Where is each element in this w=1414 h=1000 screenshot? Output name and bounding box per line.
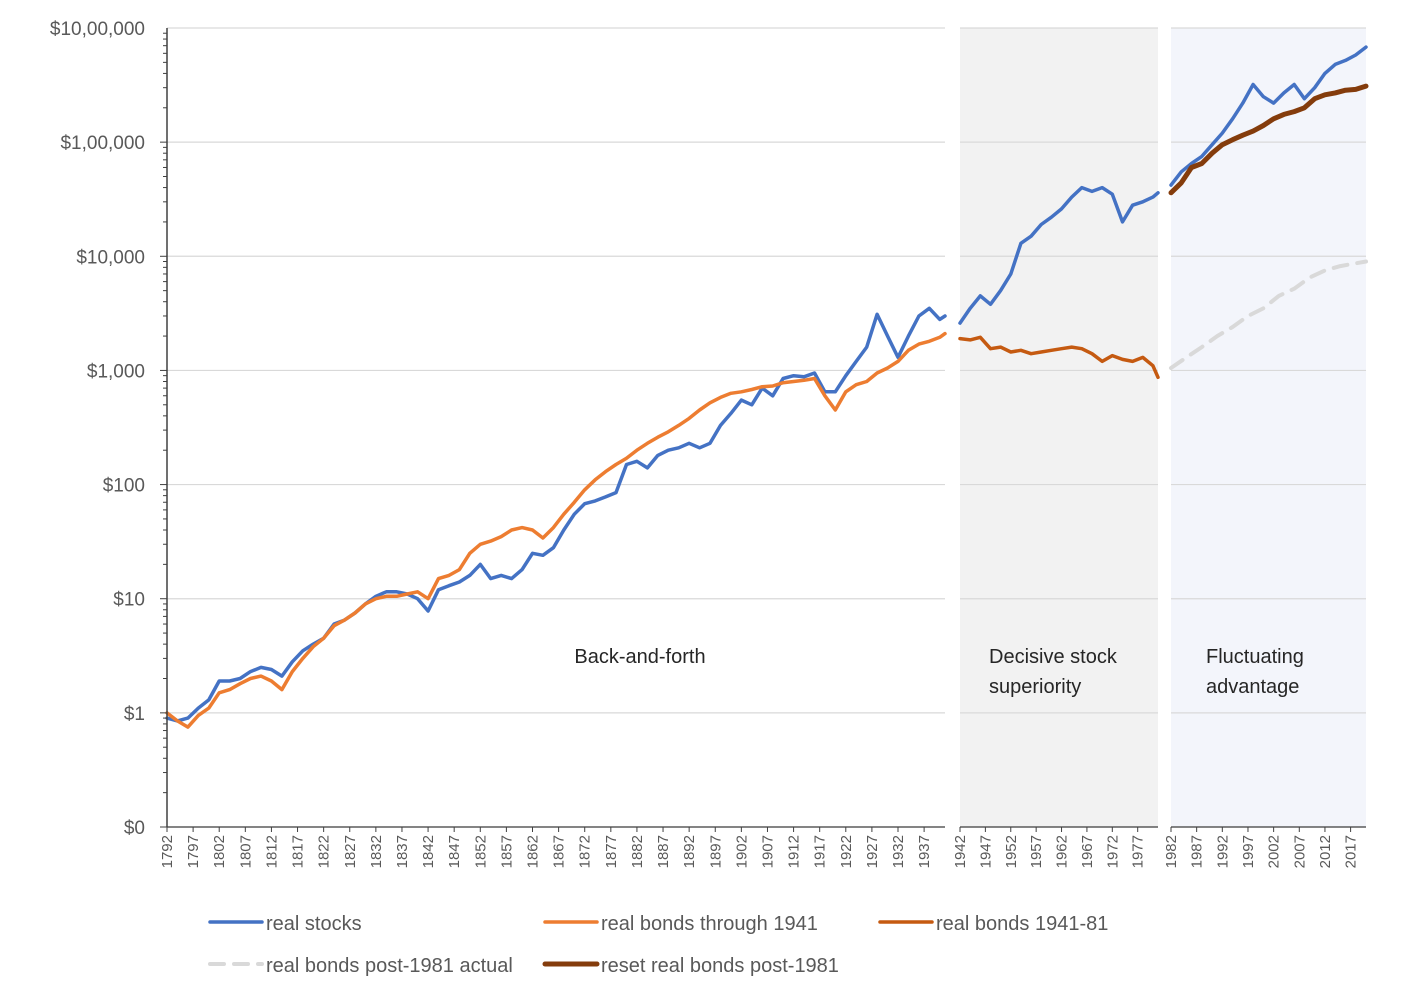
panel-background-3: [1171, 28, 1366, 827]
legend-label: real bonds through 1941: [601, 913, 818, 935]
x-tick-label: 1887: [655, 835, 672, 868]
x-tick-label: 1882: [629, 835, 646, 868]
x-tick-label: 1832: [368, 835, 385, 868]
series-line-2: [165, 331, 947, 729]
x-tick-label: 1972: [1104, 835, 1121, 868]
x-tick-label: 1862: [525, 835, 542, 868]
region-label-line: Back-and-forth: [574, 646, 705, 668]
series-line-3: [958, 335, 1160, 380]
legend: real stocks real bonds through 1941 real b…: [208, 913, 1108, 977]
region-label-1: Back-and-forth: [574, 646, 705, 668]
x-tick-label: 1872: [577, 835, 594, 868]
legend-label: real bonds post-1981 actual: [266, 955, 513, 977]
x-tick-label: 1947: [977, 835, 994, 868]
x-tick-label: 1797: [185, 835, 202, 868]
x-tick-label: 1892: [681, 835, 698, 868]
x-tick-label: 1927: [864, 835, 881, 868]
panel-background-2: [960, 28, 1158, 827]
series-line-1: [165, 306, 947, 723]
x-tick-label: 1977: [1130, 835, 1147, 868]
x-tick-label: 1842: [420, 835, 437, 868]
x-tick-label: 1867: [551, 835, 568, 868]
x-tick-label: 1817: [290, 835, 307, 868]
x-tick-label: 1982: [1163, 835, 1180, 868]
x-tick-label: 1912: [786, 835, 803, 868]
y-tick-label: $1,00,000: [60, 133, 145, 154]
x-tick-label: 1827: [342, 835, 359, 868]
region-labels: Back-and-forth Decisive stock superiority F…: [574, 646, 1303, 698]
x-tick-label: 2012: [1317, 835, 1334, 868]
y-tick-label: $0: [124, 818, 145, 839]
legend-label: real bonds 1941-81: [936, 913, 1108, 935]
y-tick-label: $10: [113, 590, 145, 611]
region-label-line: Fluctuating: [1206, 646, 1304, 668]
x-tick-label: 1792: [159, 835, 176, 868]
y-tick-label: $100: [103, 476, 145, 497]
series-lines: [165, 45, 1369, 729]
x-tick-label: 2007: [1291, 835, 1308, 868]
legend-label: real stocks: [266, 913, 362, 935]
x-tick-label: 1917: [812, 835, 829, 868]
legend-label: reset real bonds post-1981: [601, 955, 839, 977]
x-tick-label: 1897: [707, 835, 724, 868]
x-tick-label: 1992: [1214, 835, 1231, 868]
x-tick-label: 1907: [759, 835, 776, 868]
x-tick-label: 1902: [733, 835, 750, 868]
x-tick-label: 2002: [1266, 835, 1283, 868]
x-tick-label: 1962: [1054, 835, 1071, 868]
region-label-line: advantage: [1206, 676, 1299, 698]
x-tick-label: 1837: [394, 835, 411, 868]
region-label-3: Fluctuating advantage: [1206, 646, 1304, 698]
x-tick-label: 1802: [211, 835, 228, 868]
axes: $10,00,000 $1,00,000 $10,000 $1,000 $100 $10 $…: [50, 19, 1366, 868]
x-tick-label: 1942: [952, 835, 969, 868]
series-line-1: [1169, 45, 1368, 187]
x-tick-label: 1852: [472, 835, 489, 868]
x-tick-label: 1877: [603, 835, 620, 868]
region-label-line: Decisive stock: [989, 646, 1118, 668]
x-tick-label: 1987: [1189, 835, 1206, 868]
x-tick-label: 1932: [890, 835, 907, 868]
x-tick-label: 2017: [1343, 835, 1360, 868]
x-tick-label: 1937: [916, 835, 933, 868]
y-tick-label: $10,00,000: [50, 19, 145, 40]
x-tick-label: 1957: [1028, 835, 1045, 868]
series-line-1: [958, 185, 1160, 325]
x-tick-label: 1952: [1003, 835, 1020, 868]
x-tick-label: 1857: [498, 835, 515, 868]
x-tick-label: 1812: [263, 835, 280, 868]
series-line-4: [1169, 259, 1368, 370]
x-tick-label: 1822: [316, 835, 333, 868]
region-label-2: Decisive stock superiority: [989, 646, 1118, 698]
y-tick-label: $10,000: [76, 247, 145, 268]
y-tick-label: $1,000: [87, 361, 145, 382]
panel-backgrounds: [960, 28, 1366, 827]
series-line-5: [1168, 83, 1369, 196]
region-label-line: superiority: [989, 676, 1081, 698]
x-tick-label: 1807: [237, 835, 254, 868]
x-tick-label: 1997: [1240, 835, 1257, 868]
y-tick-label: $1: [124, 704, 145, 725]
x-tick-label: 1847: [446, 835, 463, 868]
x-tick-label: 1922: [838, 835, 855, 868]
x-tick-label: 1967: [1079, 835, 1096, 868]
